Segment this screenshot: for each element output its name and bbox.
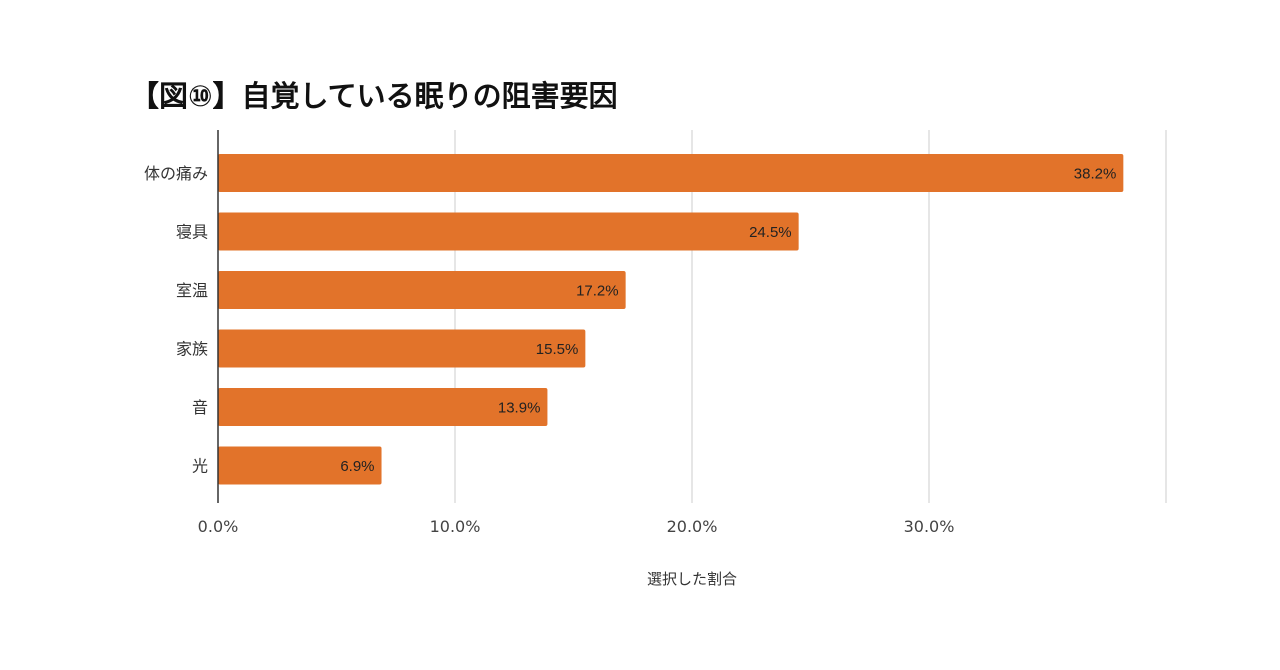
x-axis-title: 選択した割合: [647, 570, 737, 588]
category-label-5: 光: [192, 457, 208, 476]
labels: 38.2% 体の痛み 24.5% 寝具 17.2% 室温 15.5% 家族 13.9% 音 6.9%…: [144, 164, 1116, 536]
bar-4: [218, 388, 548, 426]
value-label-1: 24.5%: [749, 224, 792, 241]
x-tick-label-3: 30.0%: [904, 517, 955, 536]
bar-5: [218, 446, 382, 485]
bar-1: [218, 212, 799, 251]
category-label-0: 体の痛み: [144, 164, 208, 183]
value-label-4: 13.9%: [498, 400, 541, 417]
value-label-5: 6.9%: [340, 458, 374, 475]
category-label-4: 音: [192, 398, 208, 417]
category-label-1: 寝具: [176, 223, 208, 242]
category-label-3: 家族: [176, 340, 208, 359]
bar-2: [218, 271, 626, 309]
category-label-2: 室温: [176, 281, 208, 300]
x-tick-label-1: 10.0%: [430, 517, 481, 536]
x-tick-label-2: 20.0%: [667, 517, 718, 536]
x-tick-label-0: 0.0%: [198, 517, 239, 536]
bar-3: [218, 329, 586, 368]
value-label-0: 38.2%: [1074, 166, 1117, 183]
bars: [218, 154, 1124, 485]
chart-title: 【図⑩】自覚している眠りの阻害要因: [130, 79, 618, 113]
value-label-3: 15.5%: [536, 341, 579, 358]
grid-lines: [454, 130, 1167, 503]
value-label-2: 17.2%: [576, 283, 619, 300]
bar-0: [218, 154, 1124, 192]
